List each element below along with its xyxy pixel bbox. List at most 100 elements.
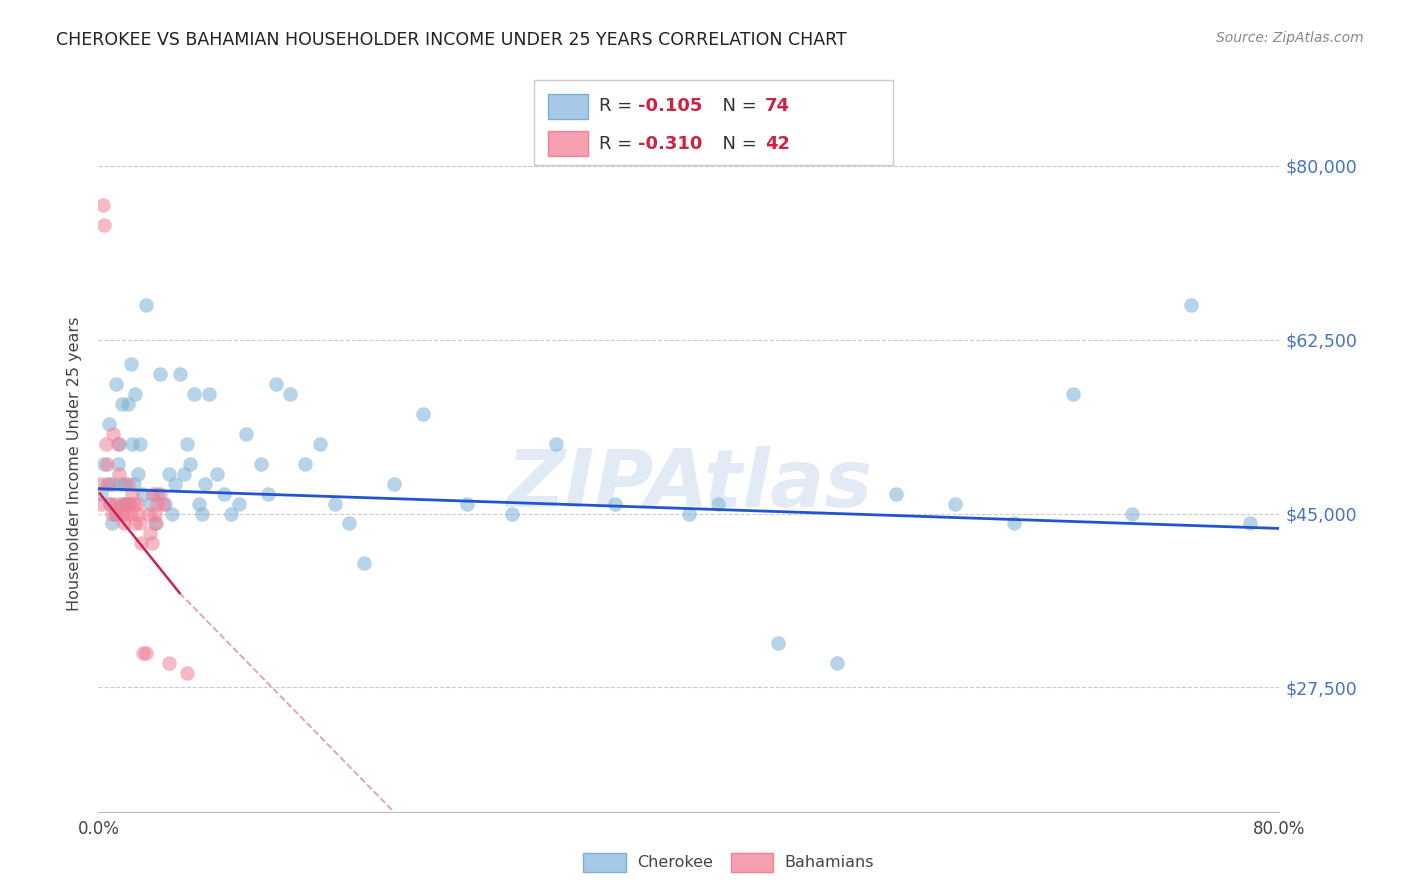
Point: [98, 497, 121, 511]
Point: [157, 656, 180, 670]
Point: [149, 486, 172, 500]
Y-axis label: Householder Income Under 25 years: Householder Income Under 25 years: [67, 317, 83, 611]
Point: [943, 497, 966, 511]
Point: [105, 507, 128, 521]
Point: [264, 377, 287, 392]
Point: [382, 476, 405, 491]
Point: [294, 457, 316, 471]
Point: [339, 516, 360, 531]
Point: [100, 507, 122, 521]
Point: [110, 476, 132, 491]
Point: [110, 497, 132, 511]
Point: [117, 476, 139, 491]
Point: [145, 516, 167, 531]
Point: [605, 497, 627, 511]
Point: [100, 516, 122, 531]
Point: [127, 467, 149, 481]
Point: [157, 467, 180, 481]
Point: [152, 497, 174, 511]
Point: [93, 219, 115, 233]
Point: [94, 437, 117, 451]
Point: [165, 476, 187, 491]
Point: [143, 507, 166, 521]
Point: [104, 497, 127, 511]
Point: [142, 486, 165, 500]
Text: 74: 74: [765, 97, 790, 115]
Point: [103, 476, 125, 491]
Point: [141, 536, 163, 550]
Point: [118, 497, 141, 511]
Point: [90, 497, 112, 511]
Point: [153, 497, 176, 511]
Point: [179, 457, 201, 471]
Point: [89, 476, 111, 491]
Point: [1062, 387, 1084, 401]
Point: [104, 507, 127, 521]
Point: [117, 397, 139, 411]
Text: CHEROKEE VS BAHAMIAN HOUSEHOLDER INCOME UNDER 25 YEARS CORRELATION CHART: CHEROKEE VS BAHAMIAN HOUSEHOLDER INCOME …: [56, 31, 846, 49]
Point: [112, 497, 135, 511]
Point: [111, 507, 134, 521]
Point: [228, 497, 250, 511]
Text: 42: 42: [765, 135, 790, 153]
Point: [135, 646, 157, 660]
Point: [173, 467, 195, 481]
Text: -0.310: -0.310: [638, 135, 703, 153]
Point: [257, 486, 280, 500]
Point: [278, 387, 302, 401]
Point: [103, 427, 125, 442]
Point: [107, 437, 129, 451]
Point: [122, 476, 145, 491]
Point: [139, 497, 162, 511]
Point: [146, 486, 169, 500]
Text: N =: N =: [711, 97, 763, 115]
Point: [98, 497, 121, 511]
Point: [124, 516, 146, 531]
Point: [169, 368, 191, 382]
Point: [127, 507, 149, 521]
Point: [176, 665, 198, 680]
Point: [125, 497, 148, 511]
Text: Cherokee: Cherokee: [637, 855, 713, 870]
Text: N =: N =: [711, 135, 763, 153]
Point: [108, 437, 131, 451]
Point: [132, 646, 155, 660]
Text: ZIPAtlas: ZIPAtlas: [506, 446, 872, 524]
Point: [250, 457, 273, 471]
Point: [323, 497, 346, 511]
Point: [120, 358, 142, 372]
Point: [111, 397, 134, 411]
Point: [146, 497, 169, 511]
Point: [198, 387, 221, 401]
Point: [149, 368, 172, 382]
Point: [235, 427, 257, 442]
Point: [121, 486, 143, 500]
Point: [191, 507, 214, 521]
Point: [187, 497, 209, 511]
Point: [139, 526, 162, 541]
Point: [124, 387, 146, 401]
Point: [176, 437, 198, 451]
Point: [120, 507, 142, 521]
Text: Source: ZipAtlas.com: Source: ZipAtlas.com: [1216, 31, 1364, 45]
Point: [90, 486, 112, 500]
Point: [1002, 516, 1025, 531]
Point: [707, 497, 730, 511]
Point: [128, 516, 150, 531]
Point: [128, 437, 150, 451]
Point: [96, 476, 118, 491]
Point: [1180, 298, 1202, 312]
Point: [546, 437, 568, 451]
Point: [129, 536, 152, 550]
Point: [96, 457, 118, 471]
Point: [766, 636, 789, 650]
Point: [884, 486, 907, 500]
Point: [183, 387, 205, 401]
Point: [93, 457, 115, 471]
Text: R =: R =: [599, 97, 638, 115]
Point: [1121, 507, 1143, 521]
Text: R =: R =: [599, 135, 638, 153]
Point: [105, 377, 128, 392]
Point: [112, 516, 135, 531]
Point: [97, 417, 120, 431]
